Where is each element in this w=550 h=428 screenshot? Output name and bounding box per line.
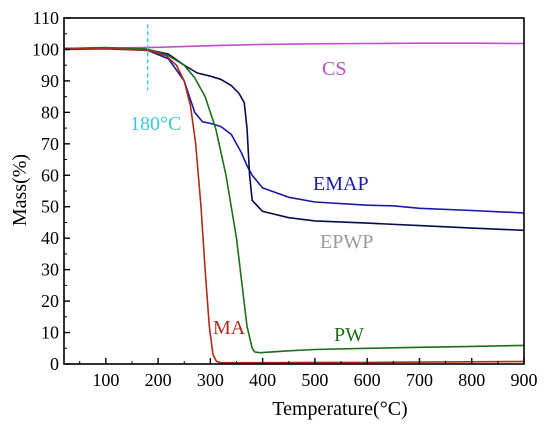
x-tick-label: 900 bbox=[511, 370, 538, 390]
x-tick-label: 200 bbox=[145, 370, 172, 390]
x-tick-label: 300 bbox=[197, 370, 224, 390]
y-tick-label: 30 bbox=[41, 260, 59, 280]
series-label-pw: PW bbox=[334, 324, 364, 346]
y-tick-label: 40 bbox=[41, 228, 59, 248]
x-tick-label: 600 bbox=[354, 370, 381, 390]
x-tick-label: 500 bbox=[301, 370, 328, 390]
y-tick-label: 60 bbox=[41, 165, 59, 185]
y-tick-label: 20 bbox=[41, 291, 59, 311]
series-line-pw bbox=[63, 46, 525, 354]
y-tick-label: 100 bbox=[32, 39, 59, 59]
series-label-ma: MA bbox=[213, 317, 246, 339]
series-label-epwp: EPWP bbox=[320, 231, 373, 253]
tick-layer: 100 200 300 400 500 600 700 800 900 0 10 20 30 40 50 60… bbox=[32, 8, 538, 390]
y-tick-label: 0 bbox=[50, 354, 59, 374]
x-tick-label: 800 bbox=[458, 370, 485, 390]
y-tick-label: 90 bbox=[41, 71, 59, 91]
y-tick-label: 80 bbox=[41, 102, 59, 122]
series-label-cs: CS bbox=[322, 58, 346, 80]
y-tick-label: 70 bbox=[41, 134, 59, 154]
x-tick-label: 400 bbox=[249, 370, 276, 390]
x-axis-title: Temperature(°C) bbox=[272, 398, 407, 420]
series-line-emap bbox=[63, 48, 525, 214]
series-line-ma bbox=[63, 47, 525, 364]
series-line-epwp bbox=[63, 47, 525, 232]
x-tick-label: 100 bbox=[92, 370, 119, 390]
temperature-marker-label: 180°C bbox=[130, 113, 181, 135]
y-axis-title: Mass(%) bbox=[9, 154, 31, 226]
y-tick-label: 110 bbox=[33, 8, 59, 28]
x-tick-label: 700 bbox=[406, 370, 433, 390]
plot-frame bbox=[63, 17, 525, 365]
series-label-emap: EMAP bbox=[313, 173, 369, 195]
series-layer bbox=[63, 42, 525, 364]
y-tick-label: 10 bbox=[41, 323, 59, 343]
y-tick-label: 50 bbox=[41, 197, 59, 217]
